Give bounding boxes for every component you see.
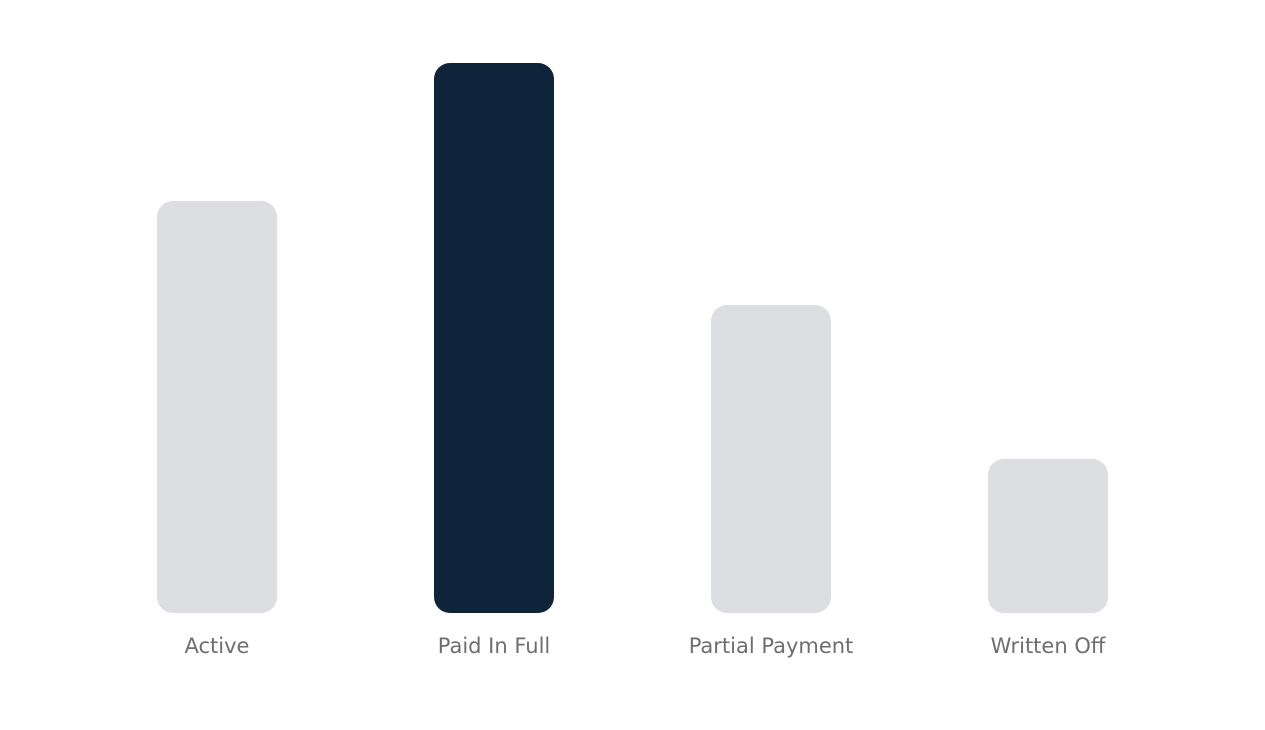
category-label: Paid In Full [437,634,551,658]
bar-partial-payment[interactable] [711,305,831,613]
bar-paid-in-full[interactable] [434,63,554,613]
bar-active[interactable] [157,200,277,613]
bar-written-off[interactable] [988,459,1108,613]
category-label: Partial Payment [688,634,854,658]
category-label: Written Off [990,634,1106,658]
category-label: Active [184,634,250,658]
